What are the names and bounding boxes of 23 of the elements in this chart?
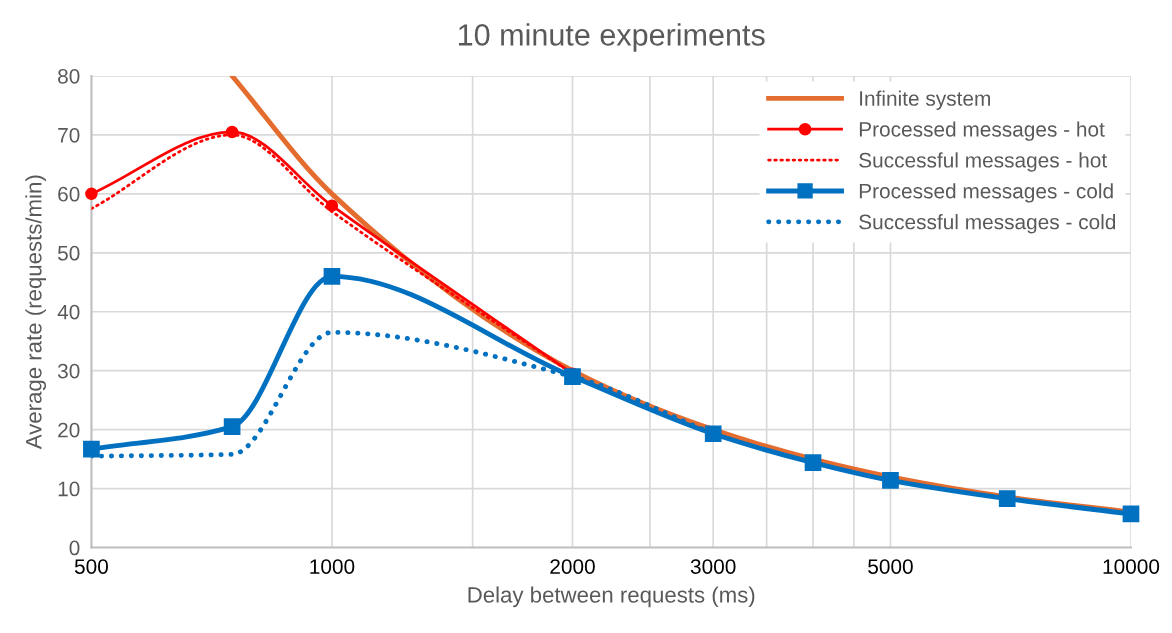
x-tick-label: 3000 <box>690 559 736 574</box>
y-tick-label: 30 <box>57 363 80 379</box>
x-tick-label: 10000 <box>1103 559 1160 574</box>
legend-label: Successful messages - hot <box>859 152 1107 172</box>
y-tick-label: 10 <box>58 481 80 497</box>
y-tick-label: 0 <box>69 540 80 556</box>
y-tick-label: 60 <box>58 186 80 202</box>
legend-label: Successful messages - cold <box>859 214 1116 234</box>
legend-label: Processed messages - hot <box>859 121 1105 141</box>
y-tick-label: 70 <box>58 127 80 143</box>
x-axis-title: Delay between requests (ms) <box>468 586 755 608</box>
x-tick-label: 500 <box>74 559 108 574</box>
y-tick-label: 40 <box>57 304 80 320</box>
legend-label: Infinite system <box>860 90 990 110</box>
x-tick-label: 2000 <box>550 559 595 574</box>
chart-title: 10 minute experiments <box>458 23 765 52</box>
x-tick-label: 5000 <box>868 559 913 574</box>
x-tick-label: 1000 <box>310 559 355 574</box>
legend-label: Processed messages - cold <box>859 183 1113 203</box>
y-tick-label: 50 <box>57 245 80 261</box>
y-tick-label: 20 <box>58 422 80 438</box>
y-axis-title: Average rate (requests/min) <box>25 175 47 450</box>
y-tick-label: 80 <box>58 68 80 84</box>
